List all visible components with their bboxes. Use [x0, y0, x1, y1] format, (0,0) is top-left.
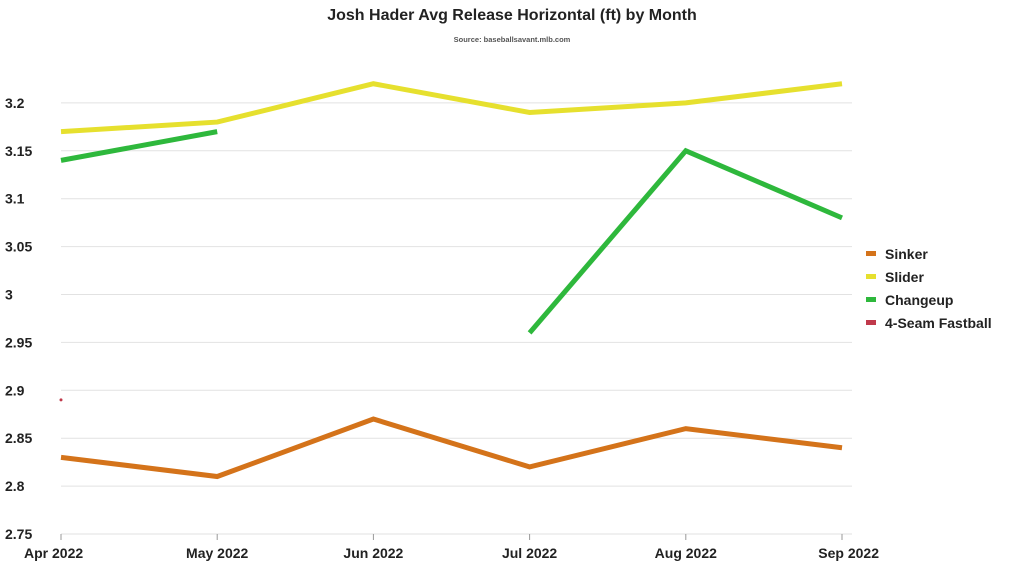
x-axis: Apr 2022 May 2022 Jun 2022 Jul 2022 Aug 2022… — [24, 534, 879, 561]
x-tick-label: Aug 2022 — [655, 545, 717, 561]
legend-label: 4-Seam Fastball — [885, 315, 992, 331]
grid-lines — [61, 102, 852, 535]
y-tick-label: 3 — [5, 287, 13, 303]
legend-swatch — [866, 251, 876, 256]
y-tick-label: 3.05 — [5, 239, 32, 255]
y-tick-label: 2.9 — [5, 382, 25, 398]
legend-swatch — [866, 274, 876, 279]
y-tick-label: 2.95 — [5, 334, 32, 350]
legend-label: Changeup — [885, 292, 953, 308]
series-line — [60, 416, 843, 480]
series-line — [60, 129, 218, 163]
legend-label: Sinker — [885, 246, 928, 262]
y-tick-label: 2.8 — [5, 478, 25, 494]
chart-title: Josh Hader Avg Release Horizontal (ft) b… — [327, 7, 697, 24]
legend-label: Slider — [885, 269, 924, 285]
y-tick-label: 3.15 — [5, 143, 32, 159]
legend-swatch — [866, 297, 876, 302]
series-line — [527, 147, 843, 335]
series-lines — [59, 81, 843, 480]
x-tick-label: Sep 2022 — [818, 545, 879, 561]
chart-subtitle: Source: baseballsavant.mlb.com — [453, 35, 571, 44]
x-tick-label: May 2022 — [186, 545, 248, 561]
legend: Sinker Slider Changeup 4-Seam Fastball — [866, 246, 992, 331]
y-tick-label: 2.75 — [5, 526, 32, 542]
y-tick-label: 3.2 — [5, 95, 25, 111]
x-tick-label: Jun 2022 — [343, 545, 403, 561]
y-tick-label: 3.1 — [5, 191, 25, 207]
y-axis: 2.75 2.8 2.85 2.9 2.95 3 3.05 3.1 3.15 3.2 — [5, 95, 32, 542]
x-tick-label: Jul 2022 — [502, 545, 557, 561]
series-line — [60, 81, 843, 135]
y-tick-label: 2.85 — [5, 430, 32, 446]
legend-swatch — [866, 320, 876, 325]
series-point — [59, 398, 63, 402]
x-tick-label: Apr 2022 — [24, 545, 83, 561]
